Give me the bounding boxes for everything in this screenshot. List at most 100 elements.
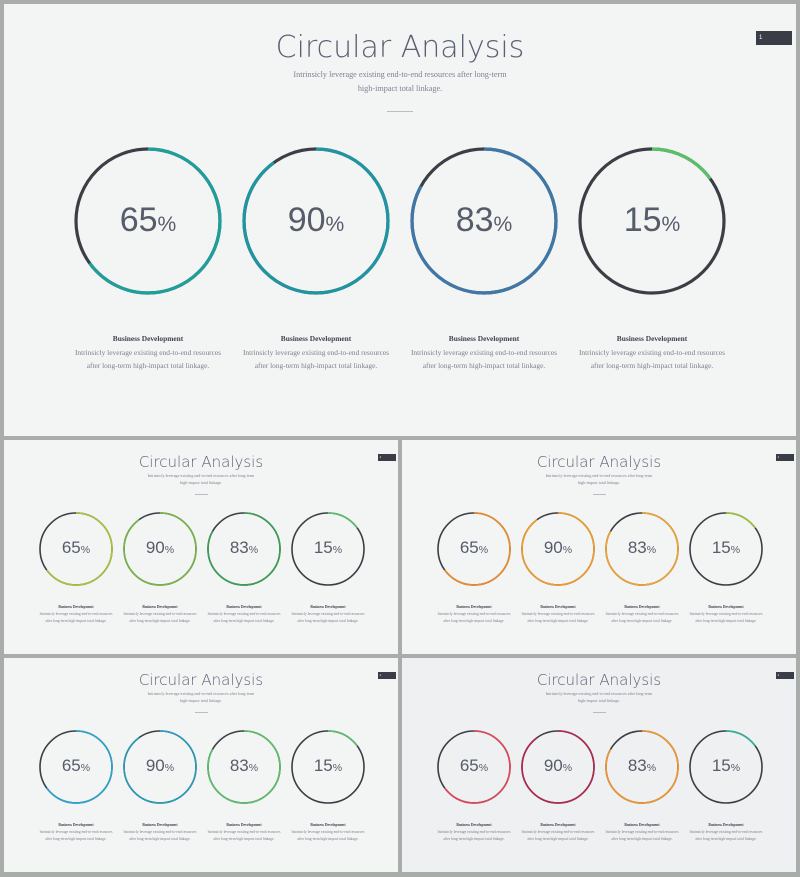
progress-ring-4: 15% [688,511,764,587]
ring-graphic [291,729,365,804]
caption-title: Business Development [112,334,184,343]
percentage-value: 65 [61,756,81,775]
ring-caption-1: Business Development Intrinsicly leverage… [434,822,514,842]
percent-sign: % [164,762,175,774]
ring-percentage: 65% [38,756,114,778]
percent-sign: % [80,762,91,774]
slide-1[interactable]: Circular Analysis Intrinsicly leverage ex… [4,4,796,436]
percentage-value: 90 [543,538,563,557]
percent-sign: % [646,544,657,556]
slide-2[interactable]: Circular Analysis Intrinsicly leverage ex… [4,440,398,654]
page-number-badge: 1 [378,671,396,679]
caption-title: Business Development [456,823,492,827]
percent-sign: % [164,544,175,556]
percentage-value: 83 [627,538,647,557]
percentage-value: 15 [313,538,333,557]
caption-title: Business Development [708,605,744,609]
percentage-value: 83 [455,201,494,239]
percent-sign: % [332,544,343,556]
slide-subtitle: Intrinsicly leverage existing end-to-end… [545,691,653,703]
progress-ring-2: 90% [520,511,596,587]
ring-progress-arc [437,729,511,804]
ring-progress-arc [689,729,763,804]
progress-ring-4: 15% [290,511,366,587]
percentage-value: 65 [119,201,158,239]
title-divider [592,493,606,495]
percent-sign: % [80,544,91,556]
slide-5[interactable]: Circular Analysis Intrinsicly leverage ex… [402,658,796,872]
ring-caption-2: Business Development Intrinsicly leverage… [120,604,200,624]
percent-sign: % [248,762,259,774]
ring-caption-4: Business Development Intrinsicly leverage… [686,822,766,842]
caption-text: Intrinsicly leverage existing end-to-end… [123,612,197,623]
progress-ring-3: 83% [206,511,282,587]
slide-3[interactable]: Circular Analysis Intrinsicly leverage ex… [402,440,796,654]
progress-ring-3: 83% [206,729,282,805]
ring-percentage: 90% [520,538,596,560]
ring-graphic [605,729,679,804]
caption-text: Intrinsicly leverage existing end-to-end… [605,612,679,623]
progress-ring-4: 15% [576,145,728,297]
ring-graphic [242,147,390,295]
caption-title: Business Development [310,605,346,609]
percent-sign: % [493,213,513,236]
ring-graphic [74,147,222,295]
caption-text: Intrinsicly leverage existing end-to-end… [74,348,222,370]
ring-graphic [123,511,197,586]
slide-subtitle: Intrinsicly leverage existing end-to-end… [545,473,653,485]
ring-graphic [605,511,679,586]
ring-caption-2: Business Development Intrinsicly leverage… [120,822,200,842]
ring-caption-2: Business Development Intrinsicly leverage… [236,332,396,372]
caption-text: Intrinsicly leverage existing end-to-end… [207,612,281,623]
caption-text: Intrinsicly leverage existing end-to-end… [242,348,390,370]
progress-ring-2: 90% [122,729,198,805]
ring-caption-4: Business Development Intrinsicly leverage… [572,332,732,372]
slide-4[interactable]: Circular Analysis Intrinsicly leverage ex… [4,658,398,872]
ring-caption-1: Business Development Intrinsicly leverage… [36,604,116,624]
percentage-value: 90 [287,201,326,239]
caption-title: Business Development [624,605,660,609]
ring-caption-4: Business Development Intrinsicly leverage… [686,604,766,624]
percent-sign: % [478,544,489,556]
ring-percentage: 83% [408,200,560,245]
slide-title: Circular Analysis [138,453,264,471]
ring-caption-1: Business Development Intrinsicly leverage… [434,604,514,624]
ring-progress-arc [521,511,595,586]
ring-caption-2: Business Development Intrinsicly leverage… [518,822,598,842]
caption-text: Intrinsicly leverage existing end-to-end… [123,830,197,841]
ring-graphic [291,511,365,586]
percentage-value: 65 [459,538,479,557]
ring-caption-3: Business Development Intrinsicly leverage… [204,822,284,842]
title-divider [387,111,413,112]
ring-caption-3: Business Development Intrinsicly leverage… [404,332,564,372]
percentage-value: 90 [145,538,165,557]
ring-caption-3: Business Development Intrinsicly leverage… [602,604,682,624]
caption-text: Intrinsicly leverage existing end-to-end… [437,830,511,841]
percentage-value: 15 [711,756,731,775]
ring-graphic [437,729,511,804]
caption-text: Intrinsicly leverage existing end-to-end… [578,348,726,370]
ring-caption-2: Business Development Intrinsicly leverage… [518,604,598,624]
ring-progress-arc [123,511,197,586]
ring-graphic [410,147,558,295]
caption-text: Intrinsicly leverage existing end-to-end… [39,830,113,841]
page-number-badge: 1 [378,453,396,461]
progress-ring-3: 83% [408,145,560,297]
percentage-value: 83 [627,756,647,775]
percentage-value: 15 [313,756,333,775]
caption-text: Intrinsicly leverage existing end-to-end… [689,612,763,623]
percentage-value: 83 [229,538,249,557]
ring-progress-arc [74,147,222,295]
percentage-value: 90 [543,756,563,775]
page-number-badge: 1 [756,31,792,45]
ring-graphic [689,729,763,804]
caption-title: Business Development [540,605,576,609]
progress-ring-1: 65% [38,511,114,587]
ring-percentage: 15% [688,756,764,778]
ring-percentage: 15% [290,756,366,778]
progress-ring-1: 65% [72,145,224,297]
percent-sign: % [562,762,573,774]
ring-percentage: 90% [240,200,392,245]
caption-text: Intrinsicly leverage existing end-to-end… [291,612,365,623]
ring-percentage: 83% [604,756,680,778]
